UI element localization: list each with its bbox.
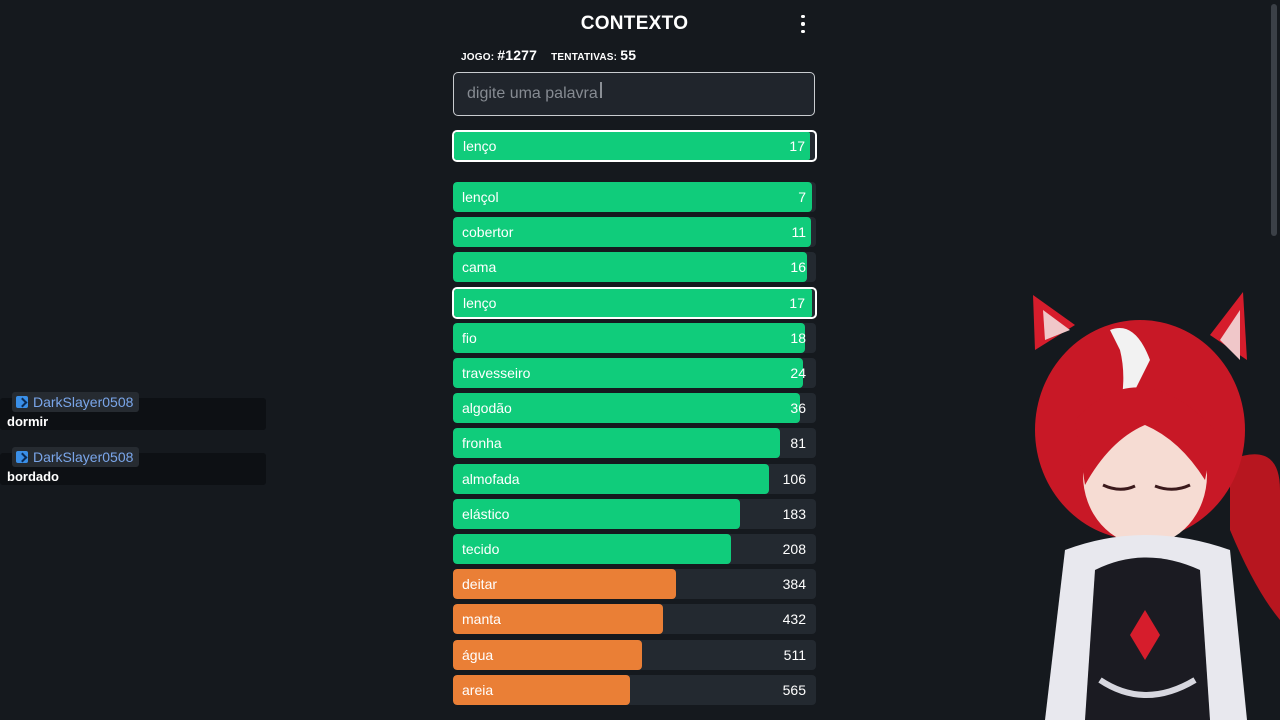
last-guess-word: lenço xyxy=(463,138,497,154)
guess-fill xyxy=(453,463,769,494)
guess-word: travesseiro xyxy=(462,365,531,381)
guess-word: areia xyxy=(462,681,494,698)
guess-row: cobertor 11 xyxy=(453,217,816,248)
guess-word: lenço xyxy=(463,294,497,311)
guess-word: algodão xyxy=(462,400,512,417)
guess-rank: 17 xyxy=(789,294,805,311)
guess-word: almofada xyxy=(462,470,520,487)
guess-rank: 24 xyxy=(790,365,806,381)
guess-word: fronha xyxy=(462,435,502,452)
guess-word: tecido xyxy=(462,541,500,557)
guess-rank: 81 xyxy=(790,435,806,452)
guess-fill xyxy=(453,569,676,600)
guess-fill xyxy=(453,322,805,353)
guess-rank: 18 xyxy=(790,329,806,346)
guess-fill xyxy=(453,428,780,459)
chat-username-tag: DarkSlayer0508 xyxy=(12,392,140,412)
guess-row: fio 18 xyxy=(453,322,816,353)
guess-row: areia 565 xyxy=(453,674,816,705)
chat-username-tag: DarkSlayer0508 xyxy=(12,447,140,467)
page-title: CONTEXTO xyxy=(580,13,689,34)
game-number: #1277 xyxy=(497,47,538,63)
platform-badge-icon xyxy=(16,451,28,463)
guess-word: água xyxy=(462,646,494,663)
guess-word: manta xyxy=(462,611,501,628)
guess-fill xyxy=(453,217,811,248)
guess-row: lençol 7 xyxy=(453,182,816,212)
guess-fill xyxy=(453,498,740,529)
guess-fill xyxy=(453,393,800,424)
guess-word: cobertor xyxy=(462,224,514,241)
guess-row: cama 16 xyxy=(453,252,816,283)
text-cursor-icon xyxy=(600,82,602,98)
guess-rank: 11 xyxy=(791,224,806,241)
chat-message-text: dormir xyxy=(7,414,49,429)
guess-row: travesseiro 24 xyxy=(453,358,816,388)
guess-word: lençol xyxy=(462,189,499,205)
guess-word: fio xyxy=(462,329,477,346)
guess-fill xyxy=(453,604,663,635)
guess-rank: 7 xyxy=(798,189,806,205)
guess-row: manta 432 xyxy=(453,604,816,635)
last-guess-rank: 17 xyxy=(789,138,805,154)
tries-count: 55 xyxy=(620,47,637,63)
guess-rank: 183 xyxy=(782,505,806,522)
guess-fill xyxy=(453,674,630,705)
guess-rank: 208 xyxy=(782,541,806,557)
guess-word: cama xyxy=(462,259,497,276)
guess-row: lenço 17 xyxy=(452,286,817,319)
guess-fill xyxy=(454,288,812,317)
guess-word: elástico xyxy=(462,505,510,522)
guess-rank: 384 xyxy=(782,576,806,593)
guess-fill xyxy=(453,252,807,283)
guess-row: deitar 384 xyxy=(453,569,816,600)
guess-fill xyxy=(453,534,731,564)
last-guess-row: lenço 17 xyxy=(452,130,817,162)
last-guess-fill xyxy=(454,132,810,160)
guess-rank: 106 xyxy=(782,470,806,487)
guess-row: elástico 183 xyxy=(453,498,816,529)
chat-username: DarkSlayer0508 xyxy=(33,394,134,410)
guess-rank: 16 xyxy=(790,259,806,276)
game-stats: JOGO: #1277 TENTATIVAS: 55 xyxy=(461,47,636,63)
guess-row: água 511 xyxy=(453,639,816,670)
page-scrollbar[interactable] xyxy=(1271,4,1277,236)
guess-row: algodão 36 xyxy=(453,393,816,424)
guess-rank: 565 xyxy=(782,681,806,698)
game-label: JOGO: xyxy=(461,52,495,63)
chat-message-text: bordado xyxy=(7,469,59,484)
platform-badge-icon xyxy=(16,396,28,408)
guess-rank: 36 xyxy=(790,400,806,417)
guess-fill xyxy=(453,358,803,388)
guess-row: fronha 81 xyxy=(453,428,816,459)
guess-word: deitar xyxy=(462,576,498,593)
guess-row: almofada 106 xyxy=(453,463,816,494)
streamer-avatar xyxy=(1033,292,1280,720)
vertical-dots-icon[interactable] xyxy=(800,15,806,33)
tries-label: TENTATIVAS: xyxy=(551,52,618,63)
guess-rank: 432 xyxy=(782,611,806,628)
guess-fill xyxy=(453,182,812,212)
word-input[interactable] xyxy=(453,72,815,116)
chat-username: DarkSlayer0508 xyxy=(33,449,134,465)
guess-rank: 511 xyxy=(783,646,806,663)
guess-fill xyxy=(453,639,642,670)
guess-row: tecido 208 xyxy=(453,534,816,564)
